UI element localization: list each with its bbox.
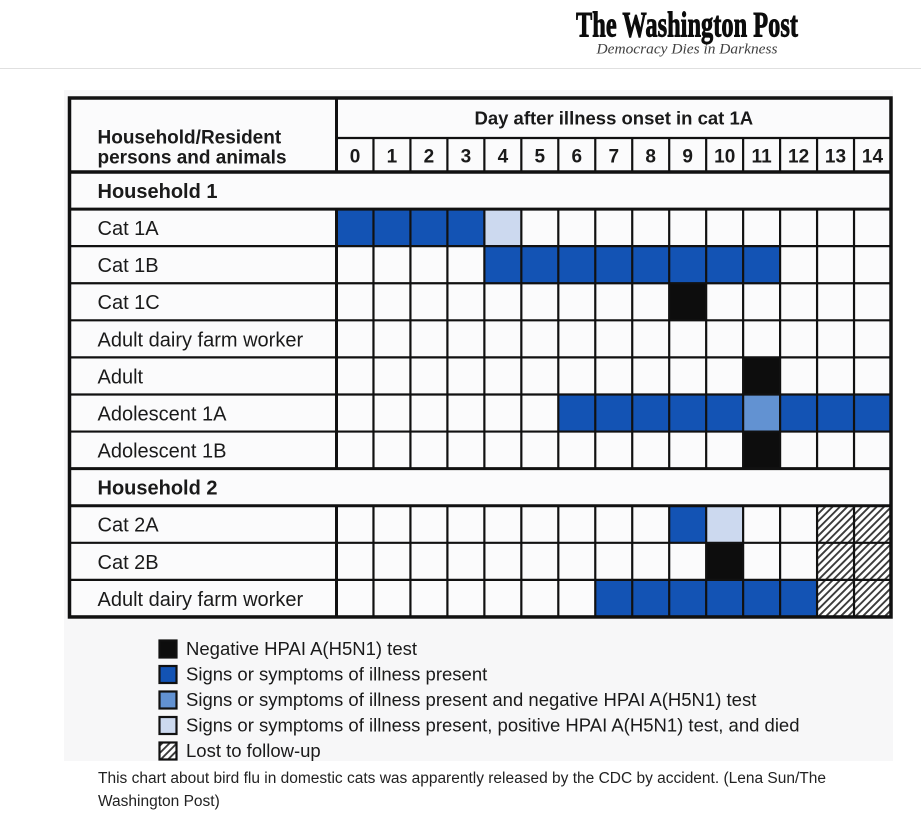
svg-text:4: 4 xyxy=(498,147,509,168)
svg-text:9: 9 xyxy=(682,147,693,168)
svg-text:The Washington Post: The Washington Post xyxy=(576,5,798,45)
svg-text:Lost to follow-up: Lost to follow-up xyxy=(186,740,321,761)
svg-text:Adolescent 1B: Adolescent 1B xyxy=(98,441,227,463)
svg-text:Adult: Adult xyxy=(98,366,144,388)
svg-text:0: 0 xyxy=(350,147,361,168)
svg-text:Adult dairy farm worker: Adult dairy farm worker xyxy=(98,589,304,611)
svg-text:Household/Resident: Household/Resident xyxy=(98,128,282,149)
svg-text:6: 6 xyxy=(572,147,583,168)
svg-text:Adolescent 1A: Adolescent 1A xyxy=(98,404,228,426)
svg-text:7: 7 xyxy=(609,147,620,168)
svg-text:Cat 1A: Cat 1A xyxy=(98,218,160,240)
svg-text:5: 5 xyxy=(535,147,546,168)
svg-text:persons and animals: persons and animals xyxy=(98,148,287,169)
svg-text:Signs or symptoms of illness p: Signs or symptoms of illness present and… xyxy=(186,689,756,710)
svg-text:2: 2 xyxy=(424,147,435,168)
svg-text:Household 1: Household 1 xyxy=(98,181,218,203)
svg-text:Signs or symptoms of illness p: Signs or symptoms of illness present xyxy=(186,664,487,685)
svg-text:Negative HPAI A(H5N1) test: Negative HPAI A(H5N1) test xyxy=(186,638,417,659)
svg-text:3: 3 xyxy=(461,147,472,168)
svg-text:14: 14 xyxy=(862,147,884,168)
svg-text:Cat 1C: Cat 1C xyxy=(98,292,160,314)
svg-text:13: 13 xyxy=(825,147,846,168)
svg-text:11: 11 xyxy=(752,147,773,168)
svg-text:1: 1 xyxy=(387,147,398,168)
svg-text:Adult dairy farm worker: Adult dairy farm worker xyxy=(98,329,304,351)
svg-text:Cat 1B: Cat 1B xyxy=(98,255,159,277)
svg-text:Cat 2A: Cat 2A xyxy=(98,515,160,537)
svg-text:12: 12 xyxy=(788,147,809,168)
svg-text:Household 2: Household 2 xyxy=(98,478,218,500)
svg-text:8: 8 xyxy=(645,147,656,168)
svg-text:Day after illness onset in cat: Day after illness onset in cat 1A xyxy=(474,108,753,129)
svg-text:Signs or symptoms of illness p: Signs or symptoms of illness present, po… xyxy=(186,715,800,736)
svg-text:Cat 2B: Cat 2B xyxy=(98,552,159,574)
svg-text:10: 10 xyxy=(714,147,735,168)
svg-text:Democracy Dies in Darkness: Democracy Dies in Darkness xyxy=(595,42,777,58)
